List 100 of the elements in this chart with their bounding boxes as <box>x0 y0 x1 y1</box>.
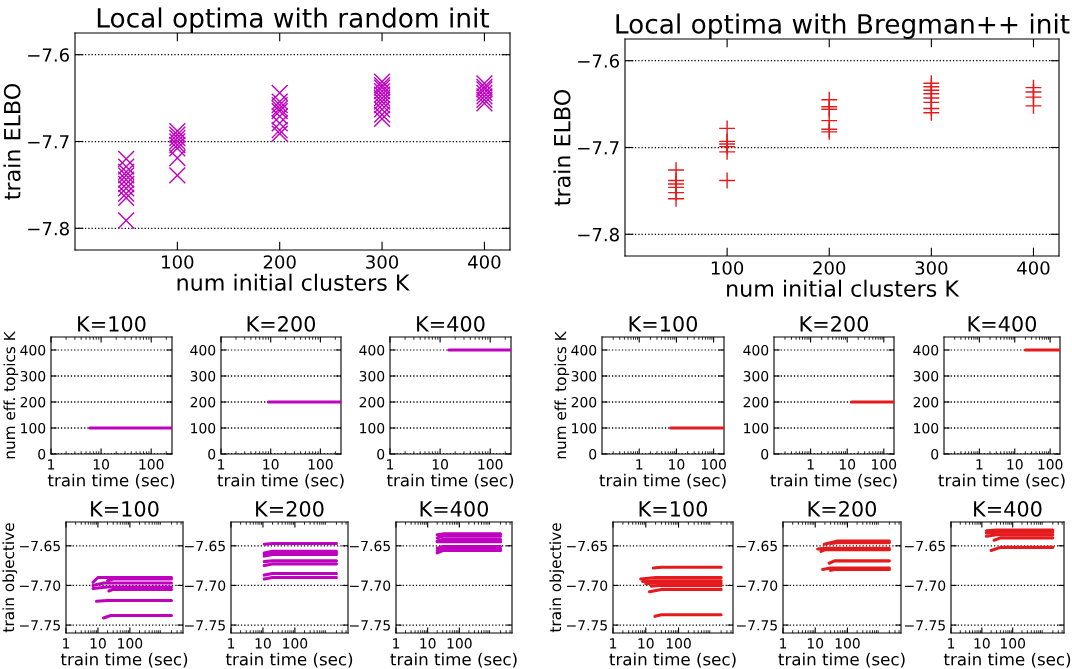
y-tick-label: 300 <box>913 370 939 382</box>
chart-title: K=400 <box>968 315 1037 332</box>
y-tick-label: −7.6 <box>578 54 619 68</box>
y-tick-label: 100 <box>914 422 939 434</box>
chart-title: K=200 <box>800 315 869 332</box>
y-tick-label: 400 <box>190 344 216 356</box>
y-tick-label: 0 <box>208 448 216 460</box>
x-axis-title: num initial clusters K <box>177 273 410 291</box>
y-tick-label: 200 <box>359 396 385 408</box>
x-tick-label: 10 <box>93 459 110 470</box>
x-tick-label: 10 <box>974 638 990 649</box>
x-axis-title: num initial clusters K <box>727 279 960 297</box>
x-tick-label: 200 <box>813 261 846 275</box>
x-tick-label: 1 <box>48 459 55 470</box>
chart-title: K=400 <box>417 315 485 332</box>
x-axis-title: train time (sec) <box>390 652 517 668</box>
y-tick-label: 0 <box>589 448 597 460</box>
chart-title: K=100 <box>91 500 159 517</box>
y-tick-label: 300 <box>359 370 385 382</box>
x-tick-label: 1 <box>780 638 787 649</box>
x-tick-label: 1 <box>393 638 400 649</box>
x-tick-label: 1 <box>218 459 225 470</box>
x-tick-label: 10 <box>638 638 654 649</box>
x-tick-label: 100 <box>118 638 143 649</box>
x-tick-label: 10 <box>432 459 449 470</box>
x-tick-label: 1 <box>636 459 643 470</box>
x-tick-label: 100 <box>1038 459 1063 470</box>
y-tick-label: −7.70 <box>905 580 946 591</box>
y-axis-title: train objective <box>2 523 18 633</box>
chart-title: K=200 <box>808 500 877 517</box>
y-axis-title: train ELBO <box>3 83 21 200</box>
y-tick-label: 300 <box>571 370 597 382</box>
x-tick-label: 400 <box>468 255 501 269</box>
y-tick-label: −7.70 <box>737 580 778 591</box>
x-tick-label: 1 <box>387 459 394 470</box>
x-tick-label: 100 <box>711 261 744 275</box>
y-tick-label: 200 <box>20 396 46 408</box>
y-tick-label: −7.75 <box>350 620 390 631</box>
x-tick-label: 1 <box>948 638 955 649</box>
chart-title: K=100 <box>639 500 708 517</box>
y-tick-label: 100 <box>572 422 597 434</box>
x-tick-label: 10 <box>255 638 271 649</box>
y-tick-label: 300 <box>20 370 46 382</box>
y-tick-label: −7.65 <box>20 540 60 552</box>
x-tick-label: 10 <box>807 638 824 649</box>
chart-title: Local optima with random init <box>97 7 490 33</box>
x-axis-title: train time (sec) <box>943 652 1071 668</box>
chart-title: K=200 <box>247 315 316 332</box>
x-tick-label: 100 <box>701 459 726 470</box>
y-tick-label: 100 <box>360 422 385 434</box>
x-axis-title: train time (sec) <box>217 473 344 489</box>
x-axis-title: train time (sec) <box>47 473 175 489</box>
chart-title: K=400 <box>420 500 489 517</box>
y-axis-title: num eff. topics K <box>554 330 570 459</box>
x-tick-label: 1 <box>63 638 70 649</box>
x-tick-label: 100 <box>283 638 308 649</box>
y-tick-label: 400 <box>359 344 385 356</box>
y-axis-title: train objective <box>549 523 565 633</box>
y-tick-label: 400 <box>571 344 597 356</box>
y-tick-label: 200 <box>190 396 216 408</box>
y-tick-label: 100 <box>744 422 769 434</box>
x-tick-label: 100 <box>835 638 860 649</box>
x-axis-title: train time (sec) <box>60 652 188 668</box>
x-axis-title: train time (sec) <box>770 473 897 489</box>
x-axis-title: train time (sec) <box>599 473 726 489</box>
x-tick-label: 1 <box>228 638 235 649</box>
y-tick-label: −7.65 <box>905 540 945 552</box>
y-tick-label: −7.7 <box>578 141 619 155</box>
y-axis-title: train ELBO <box>553 89 571 206</box>
y-tick-label: −7.6 <box>28 48 69 62</box>
chart-title: K=400 <box>974 500 1042 517</box>
y-tick-label: −7.75 <box>905 620 945 631</box>
chart-title: K=100 <box>629 315 698 332</box>
x-tick-label: 10 <box>90 638 106 649</box>
y-tick-label: −7.65 <box>350 540 390 552</box>
x-axis-title: train time (sec) <box>386 473 514 489</box>
x-tick-label: 1 <box>610 638 617 649</box>
y-tick-label: 400 <box>20 344 46 356</box>
x-axis-title: train time (sec) <box>778 652 905 668</box>
x-tick-label: 100 <box>308 459 333 470</box>
y-tick-label: 300 <box>190 370 216 382</box>
x-tick-label: 100 <box>478 459 503 470</box>
y-tick-label: −7.70 <box>185 580 226 591</box>
chart-title: K=200 <box>256 500 324 517</box>
y-tick-label: 0 <box>931 448 939 460</box>
y-tick-label: −7.70 <box>20 580 61 591</box>
y-tick-label: −7.70 <box>567 580 608 591</box>
y-axis-title: num eff. topics K <box>3 330 19 459</box>
y-tick-label: 400 <box>913 344 939 356</box>
x-tick-label: 400 <box>1017 261 1050 275</box>
x-tick-label: 10 <box>839 459 856 470</box>
y-tick-label: 200 <box>913 396 939 408</box>
y-tick-label: −7.70 <box>350 580 391 591</box>
y-tick-label: 200 <box>571 396 597 408</box>
x-tick-label: 1 <box>807 459 814 470</box>
x-tick-label: 200 <box>263 255 296 269</box>
y-tick-label: 400 <box>743 344 769 356</box>
x-tick-label: 10 <box>263 459 279 470</box>
x-tick-label: 100 <box>139 459 164 470</box>
x-tick-label: 10 <box>420 638 436 649</box>
